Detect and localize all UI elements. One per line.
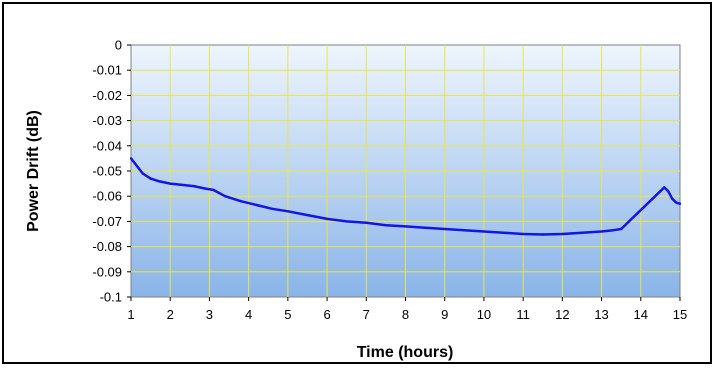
data-point bbox=[561, 232, 564, 236]
y-tick-label: -0.02 bbox=[92, 88, 122, 103]
series-layer bbox=[129, 157, 682, 236]
y-tick-label: -0.08 bbox=[92, 239, 122, 254]
data-point bbox=[667, 189, 670, 193]
data-point bbox=[502, 231, 505, 234]
data-point bbox=[619, 227, 623, 231]
data-point bbox=[239, 200, 242, 203]
y-tick-labels: 0 -0.01 -0.02 -0.03 -0.04 -0.05 -0.06 -0.07 -0.0… bbox=[92, 38, 131, 305]
x-tick-label: 9 bbox=[441, 307, 448, 322]
data-point bbox=[325, 217, 329, 221]
chart-svg: 1 2 3 4 5 6 7 8 9 10 11 12 13 14 15 0-0.01-0.02-0.03-0… bbox=[25, 38, 687, 362]
x-tick-label: 12 bbox=[555, 307, 569, 322]
data-point bbox=[306, 213, 309, 217]
data-point bbox=[635, 212, 639, 216]
data-point bbox=[612, 229, 615, 232]
y-tick-label: 0 bbox=[115, 38, 122, 53]
y-tick-label: -0.05 bbox=[92, 164, 122, 179]
data-point bbox=[223, 195, 227, 198]
data-point bbox=[423, 226, 427, 229]
data-point bbox=[212, 188, 215, 192]
y-tick-label: -0.03 bbox=[92, 113, 122, 128]
x-tick-label: 13 bbox=[594, 307, 608, 322]
data-point bbox=[404, 225, 407, 228]
x-tick-label: 8 bbox=[402, 307, 409, 322]
data-point bbox=[141, 172, 144, 175]
data-point bbox=[643, 205, 646, 208]
y-tick-label: -0.07 bbox=[92, 214, 122, 229]
x-tick-label: 2 bbox=[167, 307, 174, 322]
data-point bbox=[678, 202, 682, 205]
data-point bbox=[365, 221, 368, 224]
data-point bbox=[482, 230, 486, 233]
data-point bbox=[443, 227, 446, 231]
data-point bbox=[627, 220, 631, 223]
y-tick-label: -0.01 bbox=[92, 63, 122, 78]
data-point bbox=[129, 157, 133, 160]
data-point bbox=[463, 229, 466, 232]
y-tick-label: -0.04 bbox=[92, 138, 122, 153]
y-axis-title: Power Drift (dB) bbox=[25, 110, 42, 232]
y-tick-label: -0.1 bbox=[100, 290, 122, 305]
data-point bbox=[286, 210, 290, 213]
data-point bbox=[541, 233, 544, 236]
data-point bbox=[651, 197, 654, 200]
data-point bbox=[674, 201, 678, 204]
data-point bbox=[180, 183, 184, 187]
data-point bbox=[149, 177, 152, 180]
x-tick-label: 4 bbox=[245, 307, 252, 322]
data-point bbox=[580, 231, 584, 234]
y-tick-label: -0.06 bbox=[92, 189, 122, 204]
data-point bbox=[659, 189, 662, 193]
x-tick-label: 1 bbox=[127, 307, 134, 322]
grid-lines bbox=[131, 45, 680, 297]
data-point bbox=[204, 187, 207, 190]
data-point bbox=[169, 182, 172, 185]
x-tick-label: 11 bbox=[516, 307, 530, 322]
data-point bbox=[345, 220, 348, 223]
x-axis-title: Time (hours) bbox=[357, 344, 454, 361]
data-point bbox=[157, 179, 160, 183]
x-tick-label: 7 bbox=[363, 307, 370, 322]
chart-frame: 1 2 3 4 5 6 7 8 9 10 11 12 13 14 15 0 -0.01 -0.02 -0.03 -0… bbox=[2, 2, 712, 364]
x-tick-label: 6 bbox=[323, 307, 330, 322]
data-point bbox=[137, 167, 141, 170]
x-tick-label: 15 bbox=[673, 307, 687, 322]
data-point bbox=[270, 207, 274, 210]
x-tick-labels: 1 2 3 4 5 6 7 8 9 10 11 12 13 14 15 bbox=[127, 297, 687, 322]
x-tick-label: 3 bbox=[206, 307, 213, 322]
data-point bbox=[133, 162, 137, 165]
data-point bbox=[670, 197, 674, 200]
x-tick-label: 10 bbox=[477, 307, 491, 322]
data-point bbox=[384, 223, 388, 227]
data-point bbox=[192, 184, 195, 188]
series-line bbox=[130, 157, 681, 236]
x-tick-label: 14 bbox=[634, 307, 648, 322]
data-point bbox=[521, 232, 525, 236]
data-point bbox=[663, 186, 666, 189]
x-tick-label: 5 bbox=[284, 307, 291, 322]
data-point bbox=[255, 203, 258, 207]
data-point bbox=[600, 230, 603, 233]
y-tick-label: -0.09 bbox=[92, 264, 122, 279]
